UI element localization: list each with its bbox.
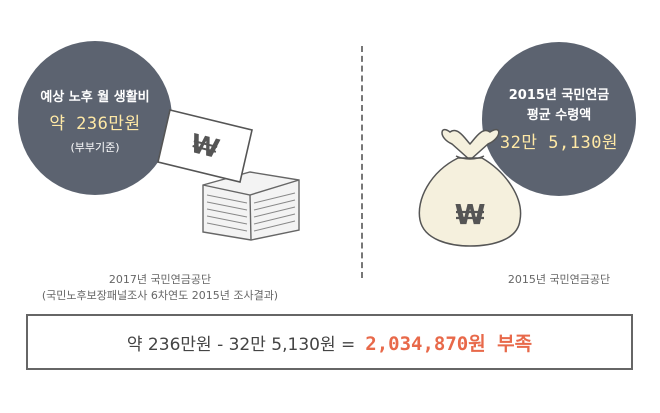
divider xyxy=(361,46,363,278)
monthly-cost-circle: 예상 노후 월 생활비 약 236만원 (부부기준) xyxy=(18,41,172,195)
pension-year-label: 2015년 국민연금 xyxy=(508,88,610,103)
couple-basis-note: (부부기준) xyxy=(70,141,120,154)
left-source-detail: (국민노후보장패널조사 6차연도 2015년 조사결과) xyxy=(41,289,279,302)
monthly-cost-label: 예상 노후 월 생활비 xyxy=(40,90,150,105)
pension-amount: 32만 5,130원 xyxy=(499,133,619,153)
summary-equation: 약 236만원 - 32만 5,130원 = xyxy=(126,334,356,355)
paper-stack-icon xyxy=(202,171,300,241)
summary-result: 2,034,870원 부족 xyxy=(365,332,533,355)
monthly-cost-amount: 약 236만원 xyxy=(49,114,141,134)
pension-average-label: 평균 수령액 xyxy=(526,108,592,123)
average-pension-circle: 2015년 국민연금 평균 수령액 32만 5,130원 xyxy=(482,42,636,196)
right-source-caption: 2015년 국민연금공단 xyxy=(507,273,611,286)
left-source-caption: 2017년 국민연금공단 xyxy=(108,273,212,286)
svg-text:W: W xyxy=(455,198,486,231)
won-bill-icon: W xyxy=(157,109,253,183)
summary-box: 약 236만원 - 32만 5,130원 = 2,034,870원 부족 xyxy=(26,314,633,370)
money-bag-icon: W xyxy=(418,128,522,247)
